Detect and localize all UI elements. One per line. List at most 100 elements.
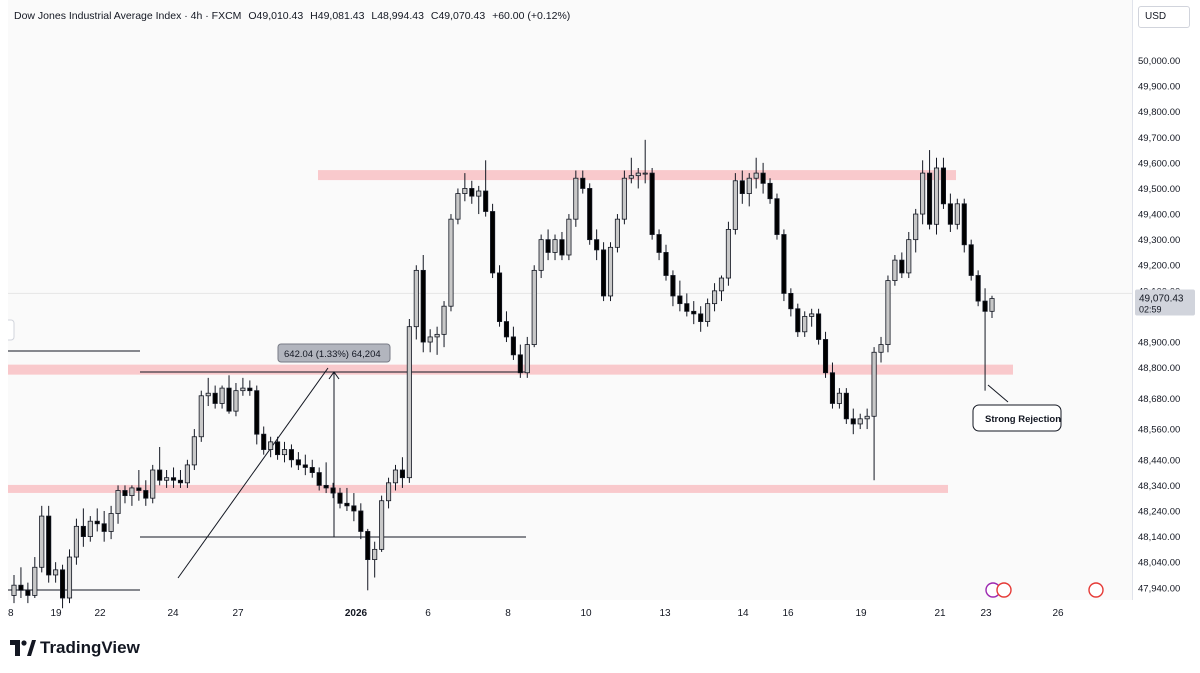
candle-bull — [386, 482, 392, 502]
callout-box — [972, 404, 1062, 432]
candle-bear — [365, 531, 371, 561]
candle-bear — [323, 484, 329, 489]
y-axis-tick-label: 47,940.00 — [1138, 583, 1180, 594]
candle-bull — [989, 298, 995, 312]
candle-bull — [705, 303, 711, 322]
candle-bull — [11, 584, 17, 596]
candle-bull — [614, 218, 620, 248]
candle-bear — [559, 239, 565, 256]
y-axis-tick-label: 48,040.00 — [1138, 558, 1180, 569]
candle-bull — [39, 515, 45, 568]
candle-bear — [170, 477, 177, 481]
candle-bear — [122, 490, 128, 497]
chart-plot-area[interactable]: 642.04 (1.33%) 64,204 Strong Rejection 50,… — [8, 0, 1195, 619]
candle-bear — [927, 172, 933, 225]
y-axis-tick-label: 48,340.00 — [1138, 481, 1180, 492]
chart-svg[interactable]: 642.04 (1.33%) 64,204 Strong Rejection 50,… — [8, 0, 1200, 628]
candle-bull — [871, 351, 877, 417]
candle-bear — [545, 239, 551, 253]
candle-bear — [968, 244, 974, 276]
candle-bull — [462, 188, 468, 194]
symbol-name: Dow Jones Industrial Average Index · 4h … — [14, 10, 242, 22]
support-zone-mid — [8, 364, 1013, 375]
candle-bear — [975, 275, 981, 302]
candle-bull — [413, 269, 419, 328]
candle-bull — [434, 333, 440, 338]
trend-line — [177, 367, 329, 579]
candle-bull — [857, 418, 863, 425]
x-axis-tick-label: 26 — [1052, 608, 1064, 619]
candle-bear — [337, 492, 343, 504]
candle-bear — [850, 418, 856, 425]
candle-bear — [691, 310, 697, 315]
candle-bull — [455, 193, 461, 220]
candle-bull — [129, 487, 135, 497]
candle-bear — [295, 459, 301, 466]
candle-bull — [954, 203, 960, 225]
candle-bear — [899, 259, 905, 274]
candle-bull — [73, 525, 79, 558]
candle-bull — [920, 172, 926, 215]
candle-bull — [372, 548, 378, 561]
bar-countdown: 02:59 — [1139, 305, 1162, 315]
x-axis-tick-label: 27 — [232, 608, 244, 619]
currency-selector[interactable]: USD — [1138, 6, 1190, 28]
candle-bear — [947, 203, 953, 225]
candle-bear — [358, 510, 364, 532]
candle-bear — [684, 303, 690, 312]
candle-bear — [25, 589, 31, 596]
ohlc-change: +60.00 (+0.12%) — [492, 10, 571, 22]
x-axis-tick-label: 16 — [782, 608, 794, 619]
candle-bull — [205, 392, 211, 397]
us-flag-event-icon-2[interactable] — [1088, 582, 1104, 598]
x-axis-tick-label: 6 — [425, 608, 431, 619]
candle-bull — [164, 477, 170, 481]
candle-bear — [80, 525, 86, 537]
candle-bear — [739, 180, 745, 194]
y-axis-tick-label: 48,140.00 — [1138, 532, 1180, 543]
candle-bear — [601, 249, 607, 297]
tradingview-logo-icon — [10, 640, 36, 656]
x-axis-tick-label: 23 — [980, 608, 992, 619]
candle-bear — [254, 390, 260, 435]
candle-bull — [566, 218, 572, 256]
candle-bear — [261, 433, 267, 450]
candle-bear — [247, 387, 253, 392]
y-axis-tick-label: 49,300.00 — [1138, 235, 1180, 246]
candle-bull — [809, 313, 815, 317]
candle-bear — [316, 472, 322, 486]
candle-bull — [732, 180, 738, 230]
candle-bear — [698, 313, 704, 322]
measure-label-box — [277, 343, 391, 363]
candle-bull — [718, 277, 725, 292]
candle-bear — [344, 502, 350, 507]
current-price-tag — [1135, 289, 1195, 316]
y-axis-tick-label: 48,900.00 — [1138, 338, 1180, 349]
candle-bull — [524, 344, 530, 374]
candle-bear — [496, 272, 503, 322]
y-axis-tick-label: 50,000.00 — [1138, 56, 1180, 67]
ohlc-high: H49,081.43 — [310, 10, 365, 22]
candle-bull — [607, 246, 614, 297]
candle-bull — [150, 469, 156, 499]
candle-bear — [60, 569, 66, 599]
chart-frame: 642.04 (1.33%) 64,204 Strong Rejection 50,… — [8, 0, 1200, 628]
candle-bear — [309, 467, 315, 473]
candle-bear — [656, 234, 662, 253]
candle-bull — [198, 395, 204, 438]
candle-bear — [594, 239, 600, 251]
candle-bear — [177, 479, 184, 484]
candle-bear — [420, 269, 426, 343]
us-flag-event-icon[interactable] — [996, 582, 1012, 598]
candle-bull — [878, 344, 884, 353]
candle-bull — [621, 177, 627, 220]
brand-footer: TradingView — [10, 638, 140, 658]
candle-bear — [940, 167, 946, 205]
candle-bull — [448, 218, 454, 307]
candle-bull — [476, 190, 482, 197]
candle-bear — [829, 372, 836, 404]
x-axis-tick-label: 14 — [737, 608, 749, 619]
x-axis-tick-label: 2026 — [345, 608, 368, 619]
x-axis-tick-label: 28 — [8, 608, 14, 619]
y-axis-tick-label: 49,900.00 — [1138, 82, 1180, 93]
